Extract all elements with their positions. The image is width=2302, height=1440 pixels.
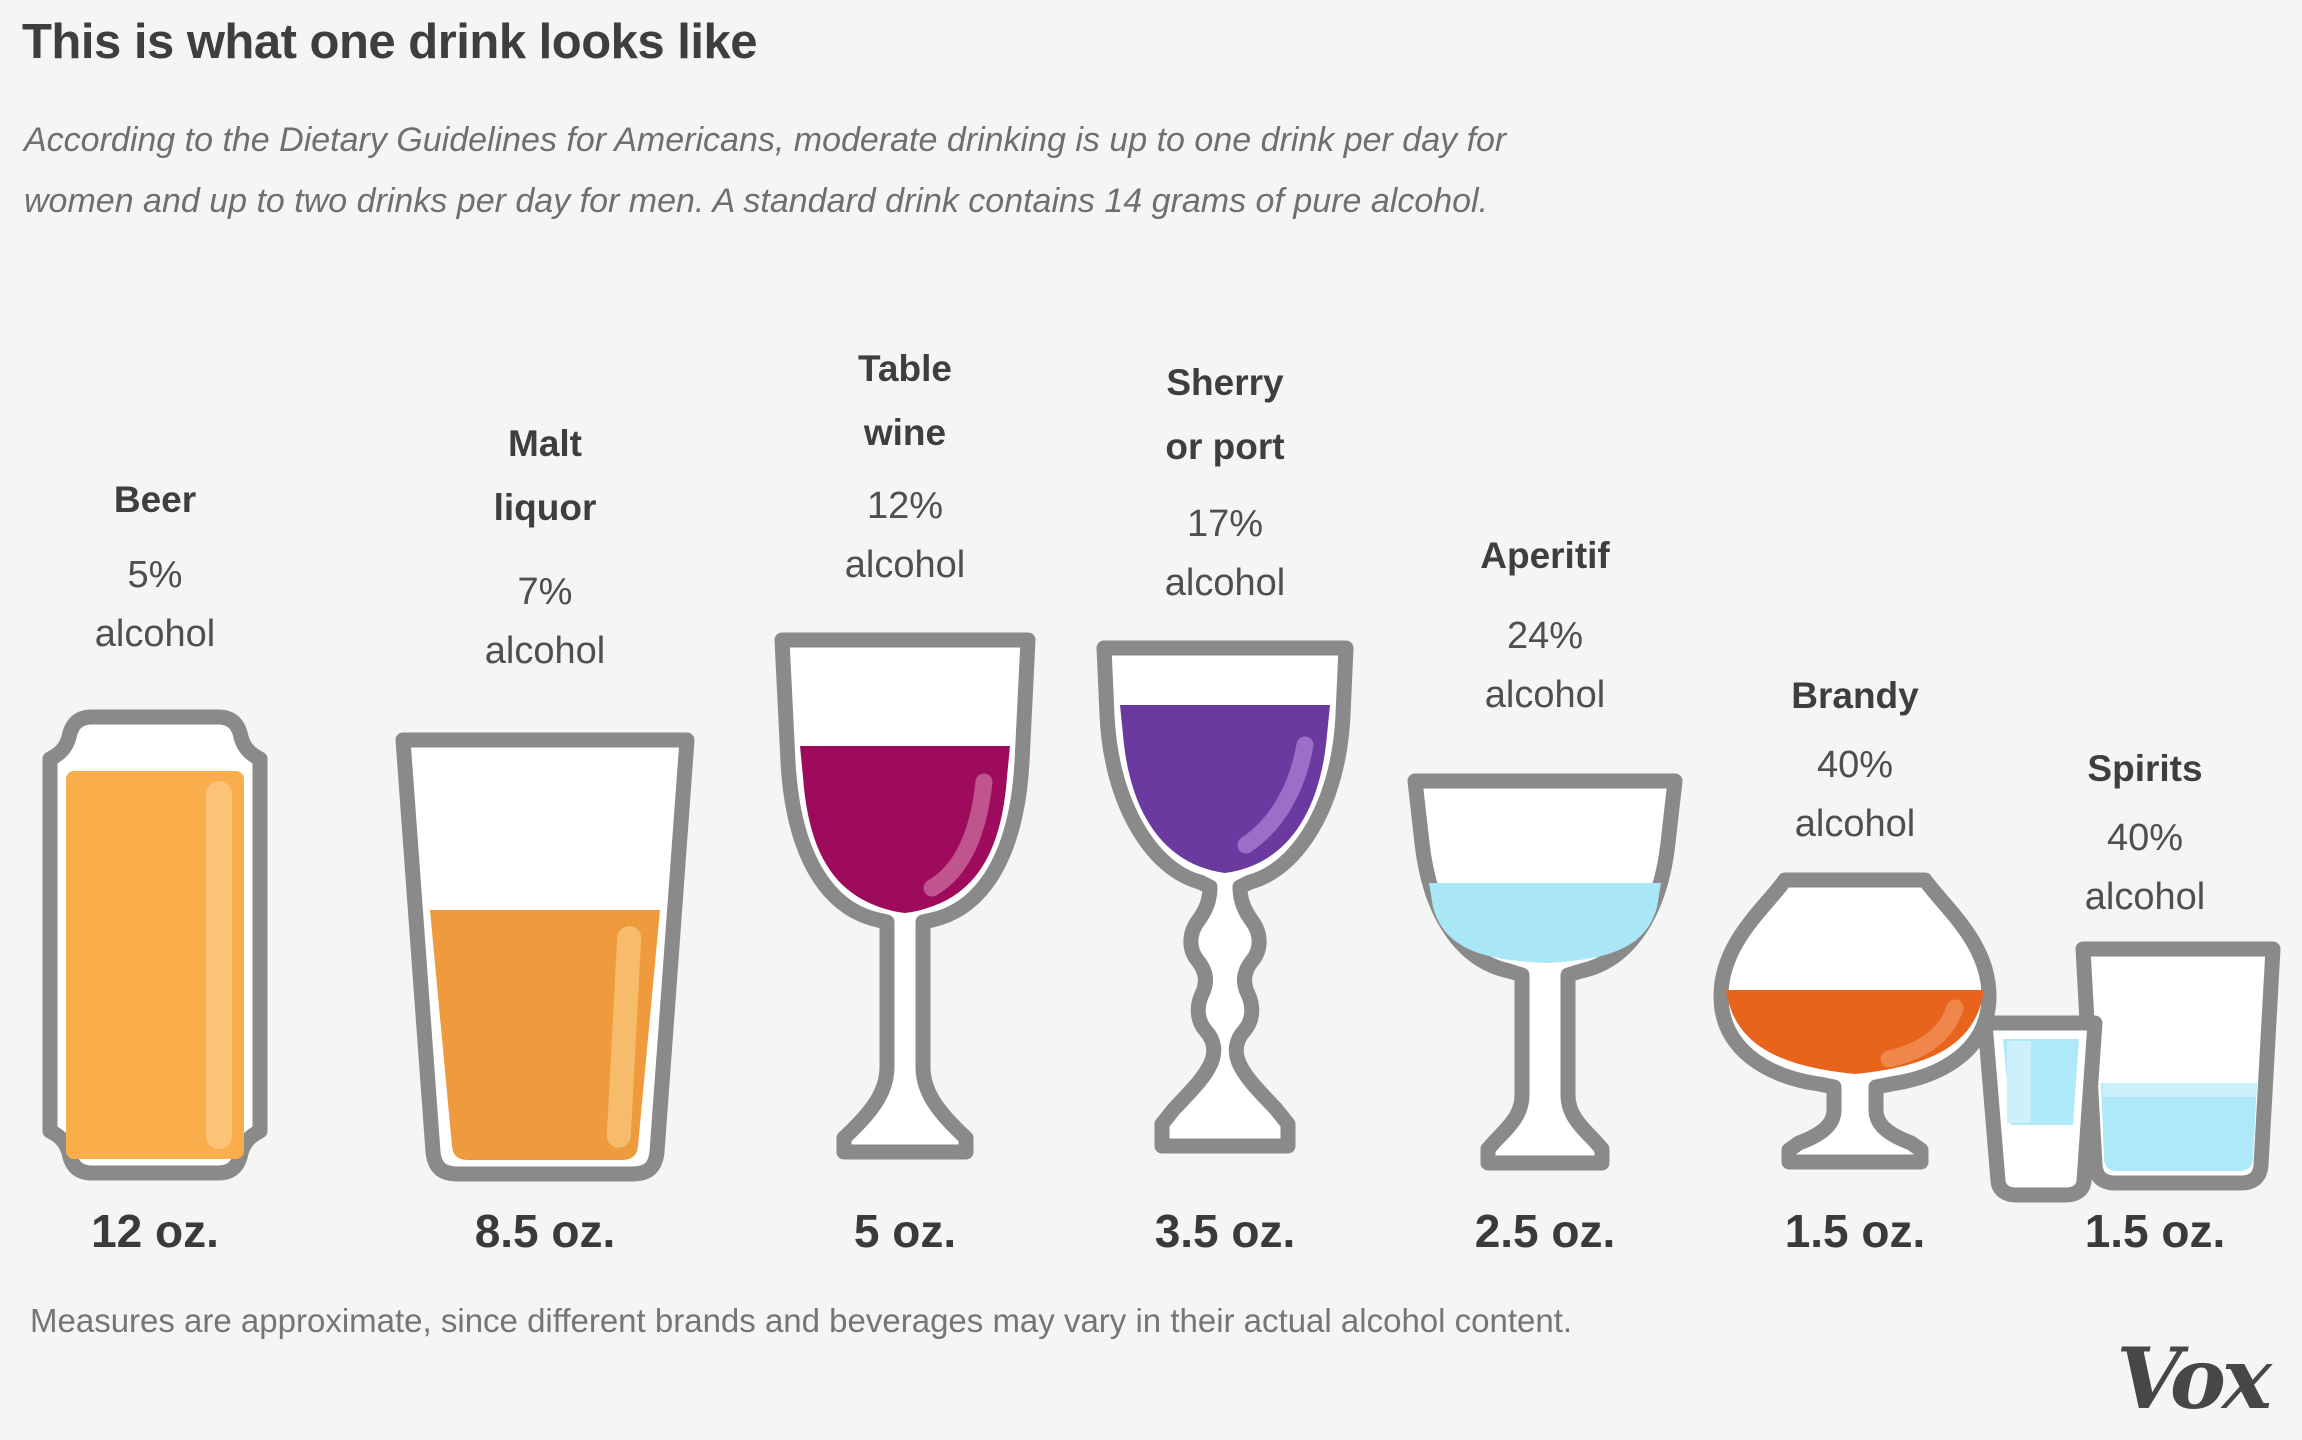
rocks-glass-liquid-highlight — [2103, 1083, 2256, 1097]
rocks-glass-liquid — [2101, 1083, 2257, 1171]
drink-pct-spirits: 40% alcohol — [2084, 817, 2206, 918]
drink-oz-beer: 12 oz. — [91, 1205, 219, 1257]
aperitif-glass-outline — [1407, 773, 1683, 1171]
wine-glass-icon — [774, 632, 1036, 1160]
drink-oz-malt-liquor: 8.5 oz. — [474, 1205, 616, 1257]
drink-name-brandy: Brandy — [1791, 675, 1919, 716]
drink-name-spirits: Spirits — [2087, 748, 2203, 789]
page-subtitle: According to the Dietary Guidelines for … — [24, 121, 1507, 220]
drink-pct-sherry: 17% alcohol — [1164, 503, 1286, 604]
malt-liquor-glass-icon — [395, 732, 695, 1182]
brandy-snifter-icon — [1713, 872, 1997, 1170]
drink-pct-brandy: 40% alcohol — [1794, 744, 1916, 845]
drink-name-table-wine: Table wine — [858, 348, 952, 453]
drink-oz-brandy: 1.5 oz. — [1784, 1205, 1926, 1257]
shot-glass-liquid-highlight — [2007, 1041, 2031, 1123]
sherry-liquid-highlight — [1237, 736, 1314, 854]
beer-liquid — [66, 771, 244, 1159]
spirits-glasses-icon — [1977, 941, 2281, 1203]
drink-oz-spirits: 1.5 oz. — [2084, 1205, 2226, 1257]
malt-liquid-highlight — [606, 926, 642, 1148]
drink-pct-table-wine: 12% alcohol — [844, 485, 966, 586]
drink-oz-table-wine: 5 oz. — [853, 1205, 957, 1257]
footnote: Measures are approximate, since differen… — [30, 1302, 1573, 1339]
sherry-liquid — [1120, 705, 1330, 873]
page-title: This is what one drink looks like — [22, 15, 758, 69]
drink-pct-aperitif: 24% alcohol — [1484, 615, 1606, 716]
drink-name-sherry: Sherry or port — [1165, 362, 1285, 467]
drink-pct-beer: 5% alcohol — [94, 554, 216, 655]
aperitif-liquid — [1429, 883, 1661, 963]
drink-pct-malt-liquor: 7% alcohol — [484, 571, 606, 672]
vox-logo: Vox — [2116, 1329, 2272, 1428]
drink-oz-aperitif: 2.5 oz. — [1474, 1205, 1616, 1257]
drink-name-aperitif: Aperitif — [1480, 535, 1610, 576]
sherry-glass-icon — [1096, 640, 1354, 1154]
beer-liquid-highlight — [206, 781, 232, 1149]
drink-name-beer: Beer — [113, 479, 197, 520]
brandy-liquid-highlight — [1880, 999, 1964, 1068]
malt-liquid — [430, 910, 660, 1160]
beer-can-icon — [42, 709, 268, 1181]
drink-name-malt-liquor: Malt liquor — [493, 423, 597, 528]
wine-liquid-highlight — [923, 773, 993, 897]
aperitif-glass-icon — [1407, 773, 1683, 1171]
drink-oz-sherry: 3.5 oz. — [1154, 1205, 1296, 1257]
